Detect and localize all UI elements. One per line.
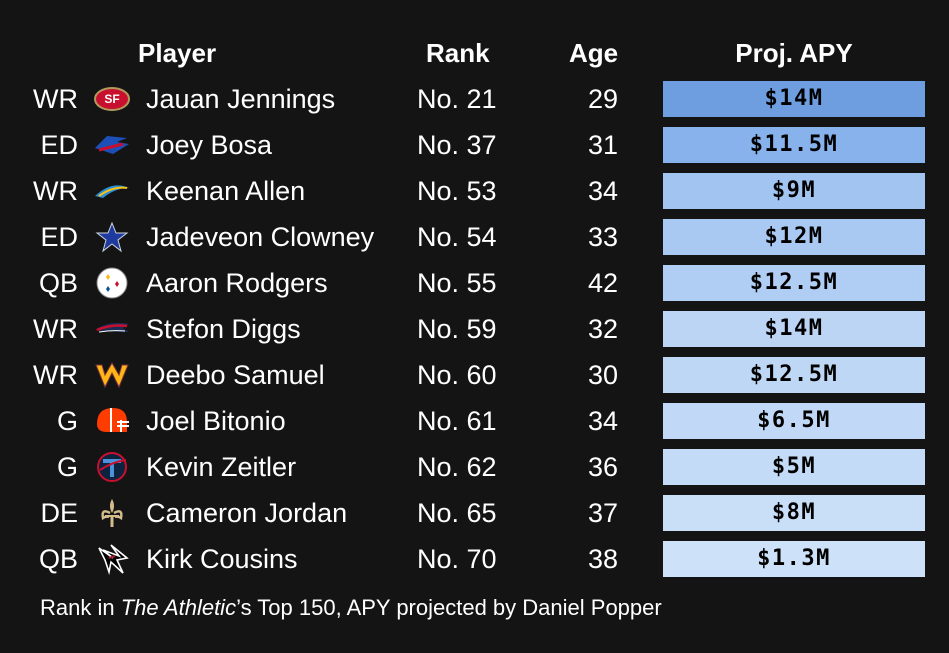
position-label: DE	[40, 498, 78, 528]
player-age: 34	[587, 406, 618, 436]
chargers-logo-icon	[93, 174, 131, 208]
position-label: ED	[40, 130, 78, 160]
header-player: Player	[138, 38, 217, 68]
table-row: DE Cameron Jordan No. 65 37 $8M	[0, 495, 949, 531]
table-row: WR Deebo Samuel No. 60 30 $12.5M	[0, 357, 949, 393]
steelers-logo-icon	[93, 266, 131, 300]
player-age: 30	[587, 360, 618, 390]
player-age: 37	[587, 498, 618, 528]
table-row: ED Joey Bosa No. 37 31 $11.5M	[0, 127, 949, 163]
table-row: ED Jadeveon Clowney No. 54 33 $12M	[0, 219, 949, 255]
player-rank: No. 59	[417, 314, 497, 344]
player-name: Jauan Jennings	[146, 84, 336, 114]
player-rank: No. 54	[417, 222, 497, 252]
player-name: Aaron Rodgers	[146, 268, 328, 298]
player-rank: No. 62	[417, 452, 497, 482]
player-name: Joel Bitonio	[146, 406, 286, 436]
table-row: QB Aaron Rodgers No. 55 42 $12.5M	[0, 265, 949, 301]
player-age: 32	[587, 314, 618, 344]
player-name: Kirk Cousins	[146, 544, 298, 574]
apy-bar: $8M	[663, 495, 925, 531]
player-age: 38	[587, 544, 618, 574]
apy-bar: $14M	[663, 311, 925, 347]
apy-bar: $9M	[663, 173, 925, 209]
49ers-logo-icon: SF	[93, 82, 131, 116]
player-age: 42	[587, 268, 618, 298]
player-name: Deebo Samuel	[146, 360, 325, 390]
player-rank: No. 70	[417, 544, 497, 574]
saints-logo-icon	[93, 496, 131, 530]
footnote-suffix: ’s Top 150, APY projected by Daniel Popp…	[236, 595, 662, 620]
apy-bar: $12.5M	[663, 265, 925, 301]
patriots-logo-icon	[93, 312, 131, 346]
position-label: G	[56, 452, 78, 482]
player-age: 29	[587, 84, 618, 114]
footnote-publication: The Athletic	[120, 595, 237, 620]
table-row: G Kevin Zeitler No. 62 36 $5M	[0, 449, 949, 485]
position-label: ED	[40, 222, 78, 252]
player-rank: No. 61	[417, 406, 497, 436]
player-name: Stefon Diggs	[146, 314, 301, 344]
table-row: WR Keenan Allen No. 53 34 $9M	[0, 173, 949, 209]
position-label: QB	[38, 544, 78, 574]
apy-bar: $1.3M	[663, 541, 925, 577]
player-age: 34	[587, 176, 618, 206]
player-name: Joey Bosa	[146, 130, 273, 160]
cowboys-logo-icon	[93, 220, 131, 254]
position-label: G	[56, 406, 78, 436]
position-label: WR	[33, 314, 78, 344]
player-age: 36	[587, 452, 618, 482]
player-rank: No. 37	[417, 130, 497, 160]
position-label: QB	[38, 268, 78, 298]
bills-logo-icon	[93, 128, 131, 162]
player-rank: No. 53	[417, 176, 497, 206]
header-age: Age	[569, 38, 619, 68]
position-label: WR	[33, 176, 78, 206]
apy-bar: $6.5M	[663, 403, 925, 439]
player-rank: No. 55	[417, 268, 497, 298]
player-age: 31	[587, 130, 618, 160]
player-age: 33	[587, 222, 618, 252]
player-name: Kevin Zeitler	[146, 452, 297, 482]
table-row: WR SF Jauan Jennings No. 21 29 $14M	[0, 81, 949, 117]
player-rank: No. 65	[417, 498, 497, 528]
header-proj-apy: Proj. APY	[735, 38, 853, 68]
header-rank: Rank	[426, 38, 490, 68]
footnote-prefix: Rank in	[40, 595, 121, 620]
apy-bar: $12.5M	[663, 357, 925, 393]
apy-bar: $14M	[663, 81, 925, 117]
player-rank: No. 60	[417, 360, 497, 390]
titans-logo-icon	[93, 450, 131, 484]
apy-bar: $5M	[663, 449, 925, 485]
player-name: Keenan Allen	[146, 176, 306, 206]
table-row: WR Stefon Diggs No. 59 32 $14M	[0, 311, 949, 347]
table-row: QB Kirk Cousins No. 70 38 $1.3M	[0, 541, 949, 577]
player-name: Jadeveon Clowney	[146, 222, 375, 252]
apy-bar: $12M	[663, 219, 925, 255]
browns-logo-icon	[93, 404, 131, 438]
table-row: G Joel Bitonio No. 61 34 $6.5M	[0, 403, 949, 439]
svg-text:SF: SF	[104, 92, 119, 106]
footnote: Rank in The Athletic’s Top 150, APY proj…	[40, 594, 662, 622]
apy-bar: $11.5M	[663, 127, 925, 163]
falcons-logo-icon	[93, 542, 131, 576]
commanders-logo-icon	[93, 358, 131, 392]
player-name: Cameron Jordan	[146, 498, 348, 528]
player-rank: No. 21	[417, 84, 497, 114]
position-label: WR	[33, 360, 78, 390]
position-label: WR	[33, 84, 78, 114]
